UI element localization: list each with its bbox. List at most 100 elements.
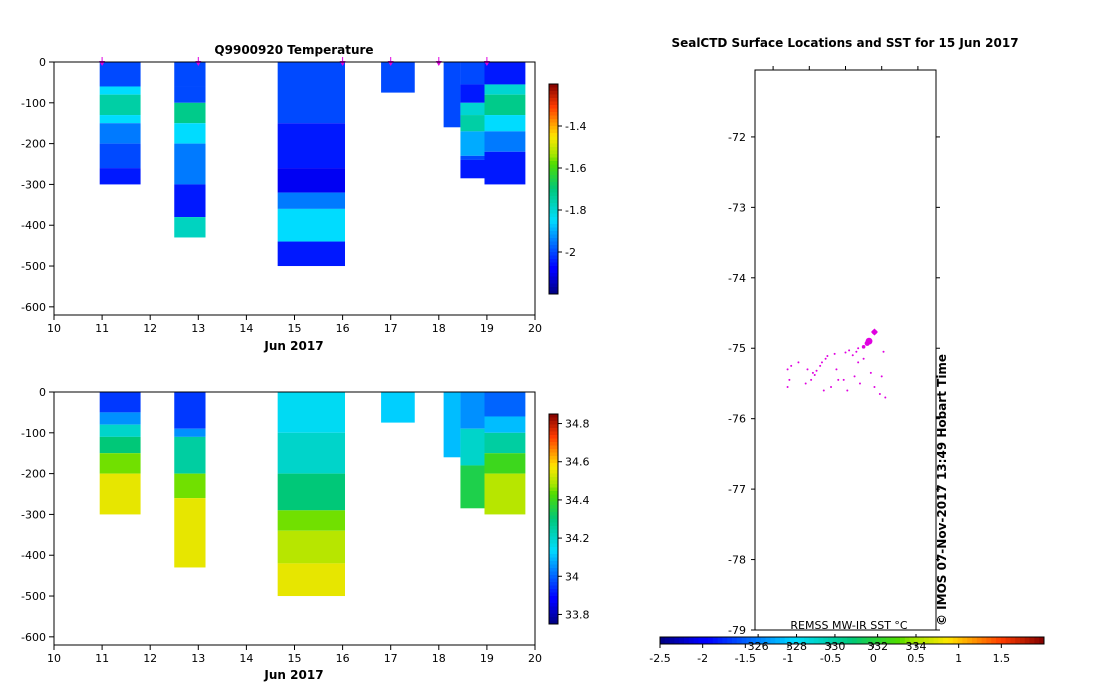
temp-xtick-label-10: 10	[47, 322, 61, 335]
sal-profile-1-layer-1	[174, 428, 206, 437]
sal-colorbar-cell	[549, 417, 558, 422]
seal-location-point	[851, 354, 854, 357]
sst-colorbar-cell	[928, 637, 935, 644]
sal-colorbar-cell	[549, 596, 558, 600]
temp-ytick-label-600: -600	[21, 301, 46, 314]
sst-colorbar-cell	[967, 637, 973, 644]
map-ytick-label-72: -72	[728, 131, 746, 144]
sst-colorbar-cell	[727, 637, 733, 644]
temp-colorbar-cell	[549, 220, 558, 225]
temp-profile-5-layer-6	[460, 159, 485, 179]
sst-colorbar-cell	[1000, 637, 1007, 644]
temp-colorbar-cell	[549, 147, 558, 151]
temp-colorbar-cell	[549, 108, 558, 113]
temp-profile-2-layer-4	[277, 208, 346, 242]
sst-colorbar-cell	[832, 637, 839, 644]
temp-colorbar-cell	[549, 199, 558, 204]
sal-colorbar-cell	[549, 459, 558, 464]
sal-colorbar-cell	[549, 498, 558, 502]
sal-ytick-label-500: -500	[21, 590, 46, 603]
salinity-panel: 10 11 12 13 14 15 16 17 18 19 20 0 -100 -200 -300 -400…	[21, 386, 589, 682]
sal-profile-2-layer-4	[277, 530, 346, 564]
sst-secondary-label: 328	[786, 640, 807, 653]
sst-colorbar-cell	[1005, 637, 1011, 644]
temp-profile-5-layer-4	[460, 131, 485, 156]
temp-profile-1-layer-4	[174, 143, 206, 185]
temp-colorbar-cell	[549, 262, 558, 267]
sst-colorbar-cell	[1034, 637, 1040, 644]
sst-colorbar-cell	[976, 637, 983, 644]
sal-colorbar-cell	[549, 414, 558, 418]
temp-xtick-label-12: 12	[143, 322, 157, 335]
sst-colorbar-cell	[717, 637, 723, 644]
temp-xtick-label-17: 17	[384, 322, 398, 335]
temp-profile-1-layer-5	[174, 184, 206, 218]
map-ytick-label-74: -74	[728, 272, 746, 285]
temp-profile-4-layer-0	[443, 62, 461, 128]
temp-profile-6-layer-1	[484, 84, 526, 95]
temp-ytick-label-500: -500	[21, 260, 46, 273]
sst-colorbar-cell	[890, 637, 896, 644]
temp-colorbar-cell	[549, 84, 558, 88]
sst-colorbar-cell	[876, 637, 882, 644]
temp-profile-6-layer-3	[484, 115, 526, 132]
temp-colorbar-cell	[549, 245, 558, 249]
seal-location-point	[833, 352, 836, 355]
sst-colorbar-cell	[837, 637, 843, 644]
temp-colorbar-cell	[549, 178, 558, 183]
sst-colorbar-cell	[732, 637, 738, 644]
sal-xtick-label-20: 20	[528, 652, 542, 665]
sal-profile-1-layer-0	[174, 392, 206, 429]
temp-colorbar-label: -1.8	[565, 204, 586, 217]
sst-annotation: REMSS MW-IR SST °C	[790, 619, 908, 632]
sst-colorbar-cell	[952, 637, 959, 644]
temp-colorbar-cell	[549, 182, 558, 186]
sst-colorbar-cell	[909, 637, 915, 644]
temp-colorbar-cell	[549, 266, 558, 270]
temp-colorbar-cell	[549, 227, 558, 232]
temp-colorbar-cell	[549, 238, 558, 242]
sal-colorbar-cell	[549, 589, 558, 593]
sal-profile-2-layer-2	[277, 473, 346, 511]
map-panel: SealCTD Surface Locations and SST for 15…	[649, 36, 1045, 665]
sal-colorbar-label: 33.8	[565, 608, 590, 621]
seal-location-point	[811, 371, 814, 374]
temp-colorbar-cell	[549, 213, 558, 218]
sst-colorbar-cell	[780, 637, 786, 644]
sal-xtick-label-11: 11	[95, 652, 109, 665]
latest-location-marker	[870, 328, 878, 336]
sal-colorbar-cell	[549, 466, 558, 471]
temp-profile-2-layer-5	[277, 241, 346, 267]
sst-colorbar-cell	[856, 637, 863, 644]
sst-colorbar-cell	[972, 637, 978, 644]
sal-colorbar-cell	[549, 477, 558, 481]
sst-colorbar-cell	[919, 637, 925, 644]
sal-colorbar-cell	[549, 599, 558, 604]
sst-colorbar-cell	[1024, 637, 1031, 644]
temp-colorbar-cell	[549, 175, 558, 179]
temp-ytick-label-400: -400	[21, 219, 46, 232]
temp-profile-1-layer-6	[174, 217, 206, 238]
temp-profile-6-layer-5	[484, 151, 526, 185]
sst-colorbar-cell	[693, 637, 699, 644]
sal-colorbar-cell	[549, 435, 558, 439]
temp-colorbar-cell	[549, 241, 558, 246]
sal-profile-6-layer-4	[484, 473, 526, 515]
sal-colorbar-cell	[549, 449, 558, 453]
sst-colorbar-cell	[880, 637, 887, 644]
sal-colorbar-cell	[549, 620, 558, 625]
temp-profile-5-layer-2	[460, 102, 485, 116]
sal-colorbar-cell	[549, 494, 558, 499]
salinity-x-ticks: 10 11 12 13 14 15 16 17 18 19 20	[47, 645, 542, 665]
sst-colorbar-cell	[1015, 637, 1021, 644]
seal-location-point	[848, 349, 851, 352]
temp-colorbar-cell	[549, 248, 558, 253]
sal-colorbar-cell	[549, 484, 558, 488]
sal-colorbar-cell	[549, 592, 558, 597]
temp-profile-6-layer-2	[484, 94, 526, 116]
sal-profile-0-layer-4	[99, 453, 141, 474]
temp-ytick-label-200: -200	[21, 138, 46, 151]
sal-colorbar-cell	[549, 480, 558, 485]
sal-colorbar-cell	[549, 561, 558, 565]
temp-xtick-label-19: 19	[480, 322, 494, 335]
